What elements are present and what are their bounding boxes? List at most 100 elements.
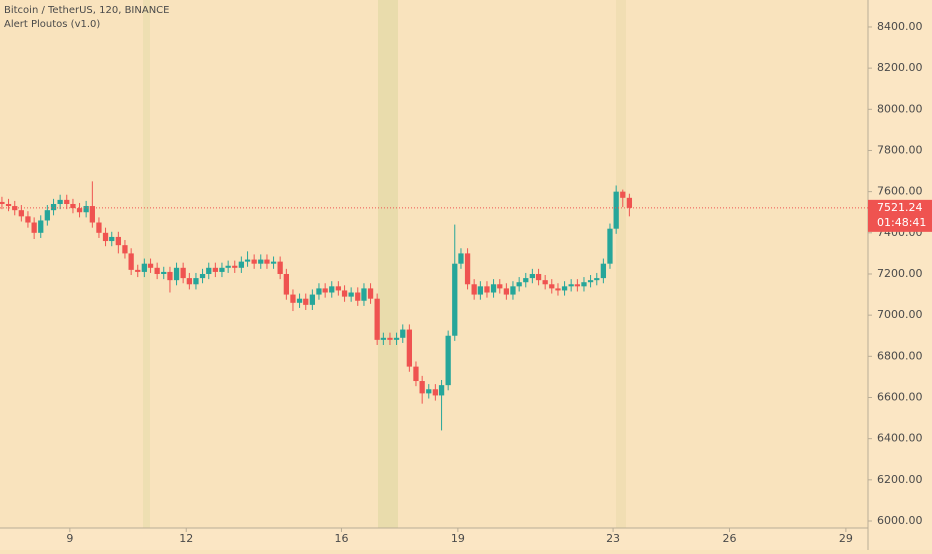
candle-body: [413, 366, 419, 382]
candle-body: [322, 288, 328, 293]
candle-body: [283, 273, 289, 295]
candle-body: [510, 286, 516, 295]
candle-body: [238, 261, 244, 268]
candle-body: [549, 284, 555, 289]
y-tick-label: 6800.00: [877, 349, 923, 362]
candle-body: [89, 206, 95, 223]
candle-body: [251, 259, 257, 264]
candle-body: [122, 245, 128, 254]
candle-body: [620, 191, 626, 198]
candle-body: [5, 203, 12, 207]
candle-body: [581, 282, 587, 287]
candle-body: [57, 199, 63, 204]
candle-body: [607, 228, 613, 264]
y-tick-label: 7800.00: [877, 143, 923, 156]
candle-body: [199, 273, 206, 279]
candle-body: [471, 284, 477, 295]
candle-body: [173, 267, 180, 281]
candle-body: [161, 271, 167, 274]
candle-body: [484, 286, 490, 293]
x-tick-label: 23: [606, 532, 620, 545]
candle-body: [393, 337, 400, 340]
candle-body: [38, 220, 44, 233]
candle-body: [438, 385, 445, 396]
candle-body: [258, 259, 264, 264]
y-tick-label: 8400.00: [877, 20, 923, 33]
candle-body: [594, 278, 600, 281]
candle-body: [542, 280, 548, 285]
candle-body: [219, 267, 225, 272]
candle-body: [503, 288, 510, 295]
candle-body: [523, 278, 529, 283]
candle-body: [458, 253, 464, 264]
candle-body: [335, 286, 341, 291]
candle-body: [341, 290, 348, 297]
candle-body: [374, 298, 380, 340]
candle-body: [31, 222, 37, 233]
candle-body: [490, 284, 497, 293]
x-tick-label: 26: [722, 532, 736, 545]
candle-body: [587, 280, 594, 283]
candle-body: [400, 329, 406, 338]
candle-body: [244, 259, 251, 262]
candle-body: [102, 232, 109, 242]
candle-body: [277, 261, 283, 274]
candle-body: [568, 284, 574, 287]
candle-body: [135, 269, 141, 272]
candle-body: [44, 210, 50, 221]
candle-body: [426, 389, 432, 394]
candle-body: [348, 292, 354, 297]
candle-body: [232, 265, 238, 268]
candle-body: [180, 267, 186, 279]
time-axis: [0, 528, 868, 550]
candle-body: [361, 288, 367, 301]
last-price-label: 7521.24: [877, 201, 923, 214]
x-tick-label: 12: [179, 532, 193, 545]
y-tick-label: 8000.00: [877, 102, 923, 115]
indicator-label: Alert Ploutos (v1.0): [4, 19, 100, 30]
candle-body: [387, 337, 393, 340]
countdown-label: 01:48:41: [877, 216, 926, 229]
candle-body: [380, 337, 387, 340]
candle-body: [128, 253, 134, 270]
y-tick-label: 7600.00: [877, 185, 923, 198]
candle-body: [147, 263, 154, 268]
candle-body: [12, 206, 18, 211]
y-tick-label: 6600.00: [877, 390, 923, 403]
candle-body: [497, 284, 503, 289]
candle-body: [529, 273, 536, 279]
candle-body: [516, 282, 522, 287]
highlight-band: [378, 0, 398, 528]
candle-body: [296, 298, 303, 303]
candle-body: [316, 288, 322, 295]
candle-body: [0, 201, 5, 204]
candle-body: [193, 278, 199, 285]
candle-body: [96, 222, 102, 233]
y-tick-label: 6200.00: [877, 473, 923, 486]
candle-body: [574, 284, 581, 287]
candle-body: [477, 286, 484, 295]
candle-body: [83, 206, 89, 213]
candle-body: [64, 199, 70, 204]
candle-body: [561, 286, 568, 291]
candle-body: [206, 267, 212, 274]
candle-body: [600, 263, 607, 279]
candle-body: [626, 197, 633, 208]
candle-body: [303, 298, 309, 305]
candle-body: [613, 191, 619, 229]
x-tick-label: 29: [839, 532, 853, 545]
candle-body: [212, 267, 218, 272]
x-tick-label: 9: [66, 532, 73, 545]
candle-body: [109, 236, 115, 242]
candle-body: [167, 271, 173, 281]
x-tick-label: 16: [334, 532, 348, 545]
candle-body: [70, 203, 76, 209]
candle-body: [367, 288, 374, 299]
candle-body: [264, 259, 270, 264]
chart-title: Bitcoin / TetherUS, 120, BINANCE: [4, 5, 169, 16]
candle-body: [76, 208, 83, 213]
candle-body: [290, 294, 296, 303]
candle-body: [309, 294, 315, 305]
candle-body: [432, 389, 438, 396]
